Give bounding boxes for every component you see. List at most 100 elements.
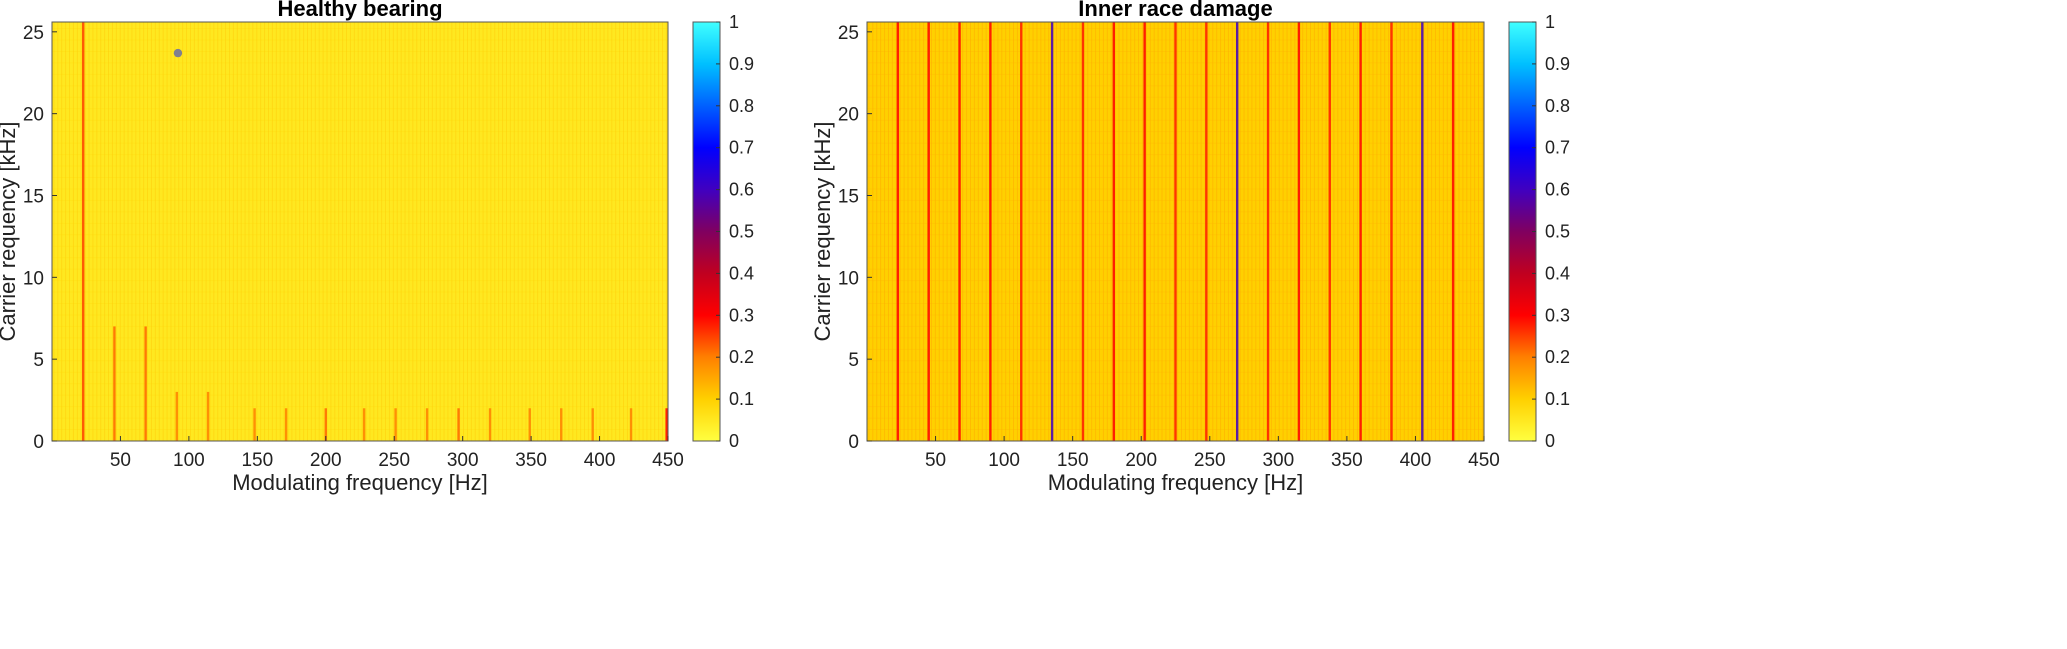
colorbar-tick-label: 0.7: [729, 138, 754, 158]
heatmap-feature-line: [362, 408, 366, 441]
colorbar-tick-label: 0.8: [729, 96, 754, 116]
x-tick-label: 150: [241, 450, 273, 471]
chart-title: Healthy bearing: [277, 0, 442, 21]
colorbar-tick-label: 0.5: [729, 222, 754, 242]
y-tick-label: 20: [23, 105, 44, 126]
heatmap-feature-line: [1050, 22, 1054, 441]
chart-title: Inner race damage: [1078, 0, 1272, 21]
panel-healthy-bearing: Healthy bearing Modulating frequency [Hz…: [0, 0, 754, 495]
colorbar-tick-label: 0.3: [1545, 305, 1570, 325]
y-tick-label: 0: [848, 432, 859, 453]
x-tick-label: 250: [1194, 450, 1226, 471]
y-tick-label: 15: [23, 186, 44, 207]
heatmap-feature-line: [324, 408, 327, 441]
y-tick-label: 15: [838, 186, 859, 207]
colorbar-tick-label: 0.4: [1545, 263, 1570, 283]
heatmap-feature-line: [394, 408, 397, 441]
colorbar-tick-label: 1: [1545, 12, 1555, 32]
colorbar-tick-label: 1: [729, 12, 739, 32]
heatmap: [867, 22, 1484, 441]
y-tick-label: 10: [838, 268, 859, 289]
heatmap-feature-line: [284, 408, 288, 441]
heatmap-feature-line: [1297, 22, 1301, 441]
x-tick-label: 100: [988, 450, 1020, 471]
colorbar-tick-label: 0: [1545, 431, 1555, 451]
heatmap-feature-line: [1390, 22, 1393, 441]
x-tick-label: 200: [1125, 450, 1157, 471]
y-tick-label: 0: [33, 432, 44, 453]
colorbar: [692, 21, 721, 442]
heatmap-feature-line: [1236, 22, 1239, 441]
heatmap-feature-line: [1174, 22, 1177, 441]
x-tick-label: 450: [652, 450, 684, 471]
heatmap-feature-line: [1081, 22, 1085, 441]
plot-frame: [51, 21, 669, 442]
x-tick-label: 200: [310, 450, 342, 471]
colorbar-tick-label: 0.5: [1545, 222, 1570, 242]
x-tick-label: 350: [1331, 450, 1363, 471]
colorbar: [1508, 21, 1537, 442]
colorbar-tick-label: 0.8: [1545, 96, 1570, 116]
heatmap-feature-line: [896, 22, 900, 441]
heatmap-banding: [52, 28, 668, 431]
heatmap: [52, 22, 668, 441]
heatmap-feature-line: [560, 408, 563, 441]
x-tick-label: 450: [1468, 450, 1500, 471]
heatmap-feature-line: [958, 22, 961, 441]
heatmap-feature-line: [528, 408, 531, 441]
heatmap-feature-line: [206, 391, 210, 441]
heatmap-feature-line: [1143, 22, 1146, 441]
heatmap-feature-line: [457, 408, 460, 441]
heatmap-feature-line: [665, 408, 668, 441]
x-tick-label: 400: [1400, 450, 1432, 471]
heatmap-feature-line: [113, 326, 116, 441]
colorbar-tick-label: 0.7: [1545, 138, 1570, 158]
heatmap-feature-line: [253, 408, 256, 441]
y-tick-label: 5: [33, 350, 44, 371]
y-tick-label: 10: [23, 268, 44, 289]
colorbar-tick-label: 0.9: [1545, 54, 1570, 74]
heatmap-feature-line: [488, 408, 492, 441]
heatmap-feature-line: [1112, 22, 1115, 441]
heatmap-feature-line: [425, 408, 429, 441]
heatmap-feature-line: [1266, 22, 1270, 441]
colorbar-tick-label: 0.1: [729, 389, 754, 409]
y-tick-label: 5: [848, 350, 859, 371]
colorbar-tick-label: 0.1: [1545, 389, 1570, 409]
y-axis-label: Carrier requency [kHz]: [810, 121, 835, 341]
heatmap-feature-line: [927, 22, 930, 441]
heatmap-feature-line: [1451, 22, 1455, 441]
x-tick-label: 150: [1057, 450, 1089, 471]
heatmap-feature-line: [591, 408, 594, 441]
colorbar-tick-label: 0.2: [1545, 347, 1570, 367]
x-tick-label: 300: [1262, 450, 1294, 471]
colorbar-tick-label: 0.2: [729, 347, 754, 367]
heatmap-marker: [173, 48, 183, 58]
heatmap-feature-line: [1020, 22, 1023, 441]
y-axis-label: Carrier requency [kHz]: [0, 121, 20, 341]
y-tick-label: 25: [838, 23, 859, 44]
heatmap-feature-line: [82, 22, 85, 441]
heatmap-feature-line: [1421, 22, 1424, 441]
x-tick-label: 50: [925, 450, 946, 471]
panel-inner-race-damage: Inner race damage Modulating frequency […: [810, 0, 1570, 495]
colorbar-tick-label: 0.4: [729, 263, 754, 283]
x-tick-label: 350: [515, 450, 547, 471]
heatmap-texture: [53, 22, 667, 441]
heatmap-feature-line: [989, 22, 992, 441]
x-axis-label: Modulating frequency [Hz]: [1048, 470, 1304, 495]
y-tick-label: 25: [23, 23, 44, 44]
heatmap-feature-line: [1205, 22, 1208, 441]
colorbar-tick-label: 0.6: [1545, 180, 1570, 200]
heatmap-feature-line: [629, 408, 633, 441]
colorbar-tick-label: 0.9: [729, 54, 754, 74]
x-tick-label: 100: [173, 450, 205, 471]
colorbar-tick-label: 0.6: [729, 180, 754, 200]
x-tick-label: 300: [447, 450, 479, 471]
heatmap-background: [52, 22, 668, 441]
heatmap-feature-line: [1328, 22, 1331, 441]
plot-frame: [866, 21, 1485, 442]
colorbar-tick-label: 0.3: [729, 305, 754, 325]
x-tick-label: 400: [584, 450, 616, 471]
